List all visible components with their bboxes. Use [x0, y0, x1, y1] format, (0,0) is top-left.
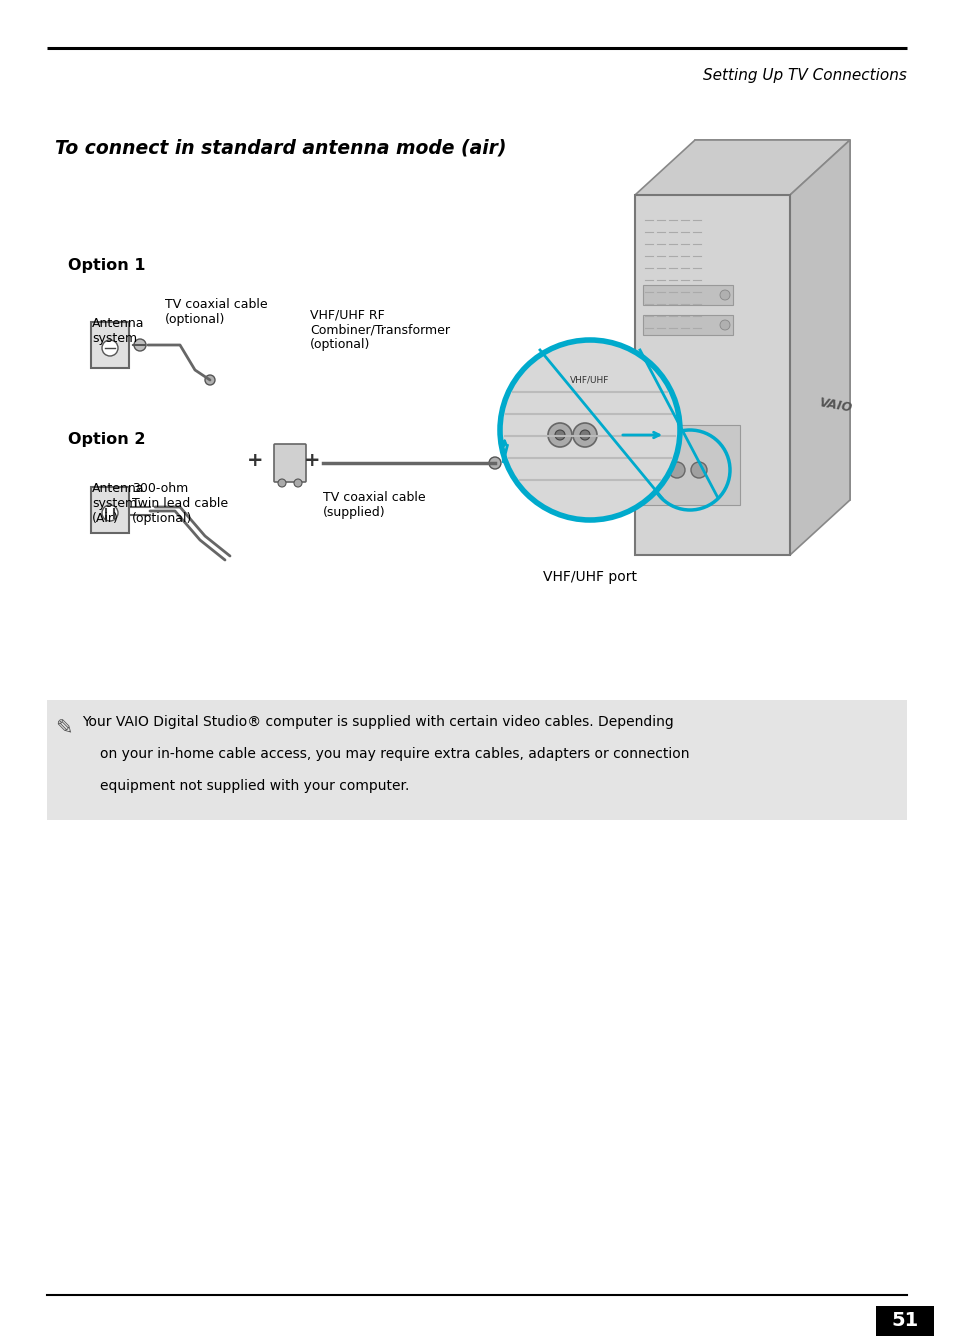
FancyBboxPatch shape: [875, 1306, 933, 1336]
FancyBboxPatch shape: [642, 285, 732, 306]
Polygon shape: [635, 139, 849, 196]
Circle shape: [133, 339, 146, 351]
Text: Your VAIO Digital Studio® computer is supplied with certain video cables. Depend: Your VAIO Digital Studio® computer is su…: [82, 716, 673, 729]
Text: +: +: [247, 450, 263, 469]
Circle shape: [555, 430, 564, 440]
Text: 300-ohm
Twin lead cable
(optional): 300-ohm Twin lead cable (optional): [132, 482, 228, 525]
Circle shape: [277, 478, 286, 486]
Circle shape: [573, 423, 597, 448]
FancyBboxPatch shape: [639, 425, 740, 505]
Circle shape: [646, 462, 662, 478]
Text: Option 1: Option 1: [68, 259, 146, 273]
Circle shape: [668, 462, 684, 478]
Text: on your in-home cable access, you may require extra cables, adapters or connecti: on your in-home cable access, you may re…: [100, 746, 689, 761]
Text: equipment not supplied with your computer.: equipment not supplied with your compute…: [100, 779, 409, 793]
Text: TV coaxial cable
(supplied): TV coaxial cable (supplied): [323, 490, 425, 519]
Text: ✎: ✎: [55, 718, 72, 738]
Circle shape: [720, 289, 729, 300]
Text: TV coaxial cable
(optional): TV coaxial cable (optional): [165, 297, 268, 326]
Circle shape: [720, 320, 729, 330]
Text: VHF/UHF: VHF/UHF: [570, 375, 609, 385]
Circle shape: [205, 375, 214, 385]
Circle shape: [579, 430, 589, 440]
Text: +: +: [303, 450, 320, 469]
Circle shape: [102, 505, 118, 521]
Text: Antenna
system: Antenna system: [91, 318, 144, 344]
Text: VAIO: VAIO: [817, 395, 852, 414]
Text: VHF/UHF RF
Combiner/Transformer
(optional): VHF/UHF RF Combiner/Transformer (optiona…: [310, 308, 450, 351]
Circle shape: [499, 340, 679, 520]
Text: To connect in standard antenna mode (air): To connect in standard antenna mode (air…: [55, 138, 506, 157]
Circle shape: [489, 457, 500, 469]
Text: VHF/UHF port: VHF/UHF port: [542, 570, 637, 584]
FancyBboxPatch shape: [47, 699, 906, 820]
FancyBboxPatch shape: [91, 322, 129, 368]
Polygon shape: [789, 139, 849, 555]
FancyBboxPatch shape: [635, 196, 789, 555]
FancyBboxPatch shape: [642, 315, 732, 335]
FancyBboxPatch shape: [274, 444, 306, 482]
Text: Antenna
system
(Air): Antenna system (Air): [91, 482, 144, 525]
Text: Setting Up TV Connections: Setting Up TV Connections: [702, 68, 906, 83]
Circle shape: [690, 462, 706, 478]
Circle shape: [547, 423, 572, 448]
Circle shape: [294, 478, 302, 486]
Circle shape: [102, 340, 118, 356]
FancyBboxPatch shape: [91, 486, 129, 533]
Text: Option 2: Option 2: [68, 431, 146, 448]
Text: 51: 51: [890, 1312, 918, 1331]
Polygon shape: [695, 139, 849, 500]
